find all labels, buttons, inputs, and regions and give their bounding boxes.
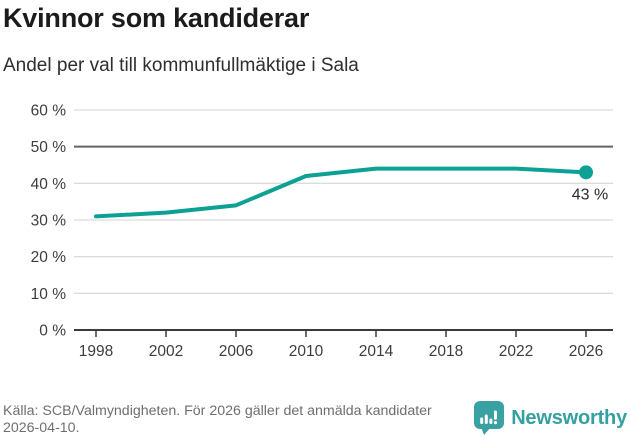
x-tick-label: 2022 <box>499 343 533 360</box>
x-tick-label: 1998 <box>79 343 113 360</box>
bar-2 <box>484 414 488 424</box>
x-tick-label: 2026 <box>569 343 603 360</box>
end-value-label: 43 % <box>572 186 608 203</box>
line-chart: 0 % 10 % 20 % 30 % 40 % 50 % 60 % 1998 2002 2006 2… <box>0 95 631 370</box>
series-line <box>94 166 588 219</box>
y-tick-label: 60 % <box>31 102 67 119</box>
newsworthy-logo: Newsworthy <box>474 401 627 435</box>
source-note: Källa: SCB/Valmyndigheten. För 2026 gäll… <box>3 403 432 437</box>
x-tick-label: 2018 <box>429 343 463 360</box>
bar-chart-speech-bubble-icon <box>474 401 505 435</box>
bubble-tail <box>481 427 492 435</box>
line-chart-svg: 0 % 10 % 20 % 30 % 40 % 50 % 60 % 1998 2002 2006 2… <box>31 102 613 360</box>
y-tick-label: 10 % <box>31 286 67 303</box>
y-tick-label: 50 % <box>31 139 67 156</box>
x-tick-label: 2002 <box>149 343 183 360</box>
exclamation-dot <box>494 421 498 425</box>
bar-3 <box>489 418 493 424</box>
exclamation-bar <box>494 410 498 420</box>
x-tick-label: 2014 <box>359 343 394 360</box>
newsworthy-wordmark: Newsworthy <box>511 406 627 429</box>
y-tick-label: 0 % <box>39 322 66 339</box>
y-tick-label: 40 % <box>31 176 67 193</box>
bubble-body <box>474 401 505 429</box>
y-tick-label: 30 % <box>31 212 67 229</box>
chart-subtitle: Andel per val till kommunfullmäktige i S… <box>3 55 359 76</box>
x-tick-label: 2006 <box>219 343 253 360</box>
end-point-marker <box>579 165 593 180</box>
x-tick-label: 2010 <box>289 343 324 360</box>
bar-1 <box>480 417 484 424</box>
y-tick-label: 20 % <box>31 249 67 266</box>
chart-title: Kvinnor som kandiderar <box>3 3 310 33</box>
